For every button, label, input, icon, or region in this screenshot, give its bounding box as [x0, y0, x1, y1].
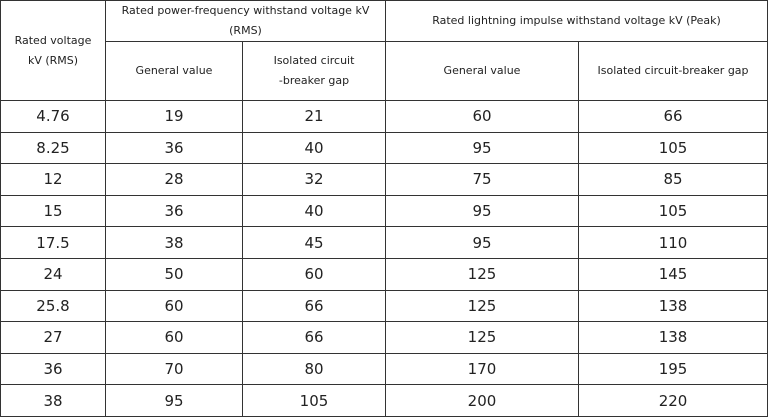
table-cell: 125 — [385, 257, 579, 291]
table-row: 4.76 19 21 60 66 — [0, 100, 768, 133]
table-cell: 138 — [577, 321, 768, 354]
table-cell: 138 — [577, 289, 768, 323]
table-cell: 40 — [242, 131, 386, 165]
header-line: Isolated circuit — [273, 54, 355, 67]
table-cell: 70 — [105, 352, 243, 386]
table-cell: 36 — [105, 194, 243, 228]
header-cell: General value — [385, 41, 579, 101]
table-cell: 85 — [577, 163, 768, 196]
table-row: 15 36 40 95 105 — [0, 194, 768, 228]
table-cell: 66 — [242, 321, 386, 354]
table-cell: 95 — [385, 226, 579, 259]
table-cell: 125 — [385, 321, 579, 354]
table-cell: 200 — [385, 384, 579, 417]
header-cell: Rated voltage kV (RMS) — [0, 0, 106, 101]
table-cell: 110 — [577, 226, 768, 259]
header-cell: Isolated circuit-breaker gap — [577, 41, 768, 101]
header-cell: General value — [105, 41, 243, 101]
header-cell: Rated power-frequency withstand voltage … — [105, 0, 386, 42]
table-cell: 105 — [577, 194, 768, 228]
table-cell: 95 — [385, 194, 579, 228]
table-row: 25.8 60 66 125 138 — [0, 289, 768, 323]
table-cell: 75 — [385, 163, 579, 196]
table-cell: 95 — [385, 131, 579, 165]
header-line: Rated voltage — [14, 33, 92, 47]
table-cell: 60 — [242, 257, 386, 291]
header-row: Rated voltage kV (RMS) Rated power-frequ… — [0, 0, 768, 101]
table-cell: 27 — [0, 321, 106, 354]
table-cell: 95 — [105, 384, 243, 417]
table-row: 8.25 36 40 95 105 — [0, 131, 768, 165]
header-cell: Rated lightning impulse withstand voltag… — [384, 0, 768, 42]
header-line: -breaker gap — [278, 74, 350, 87]
table-cell: 60 — [385, 100, 579, 133]
table-cell: 170 — [385, 352, 579, 386]
table-cell: 19 — [105, 100, 243, 133]
table-row: 38 95 105 200 220 — [0, 384, 768, 417]
header-line: kV (RMS) — [27, 53, 79, 67]
table-cell: 38 — [0, 384, 106, 417]
table-cell: 60 — [105, 289, 243, 323]
table-cell: 8.25 — [0, 131, 106, 165]
table-cell: 12 — [0, 163, 106, 196]
table-cell: 50 — [105, 257, 243, 291]
table-cell: 66 — [577, 100, 768, 133]
table-cell: 105 — [577, 131, 768, 165]
table-cell: 24 — [0, 257, 106, 291]
table-cell: 40 — [242, 194, 386, 228]
table-row: 17.5 38 45 95 110 — [0, 226, 768, 259]
table-cell: 195 — [577, 352, 768, 386]
header-cell: Isolated circuit -breaker gap — [242, 41, 386, 101]
table-cell: 220 — [577, 384, 768, 417]
table-cell: 17.5 — [0, 226, 106, 259]
table-cell: 4.76 — [0, 100, 106, 133]
table-cell: 38 — [105, 226, 243, 259]
table-cell: 45 — [242, 226, 386, 259]
table-row: 36 70 80 170 195 — [0, 352, 768, 386]
table-cell: 125 — [385, 289, 579, 323]
table-cell: 105 — [242, 384, 386, 417]
table-cell: 21 — [242, 100, 386, 133]
table-cell: 60 — [105, 321, 243, 354]
table-cell: 28 — [105, 163, 243, 196]
table-body: 4.76 19 21 60 66 8.25 36 40 95 105 12 28 32 75 85 15 36 4… — [0, 100, 768, 417]
table-cell: 25.8 — [0, 289, 106, 323]
table-cell: 80 — [242, 352, 386, 386]
table-cell: 36 — [105, 131, 243, 165]
table-cell: 66 — [242, 289, 386, 323]
table-row: 27 60 66 125 138 — [0, 321, 768, 354]
table-cell: 36 — [0, 352, 106, 386]
table-row: 24 50 60 125 145 — [0, 257, 768, 291]
table-row: 12 28 32 75 85 — [0, 163, 768, 196]
table-cell: 32 — [242, 163, 386, 196]
table-cell: 15 — [0, 194, 106, 228]
header-row: General value Isolated circuit -breaker … — [1, 41, 768, 101]
table-cell: 145 — [577, 257, 768, 291]
table-header: Rated voltage kV (RMS) Rated power-frequ… — [0, 0, 768, 101]
